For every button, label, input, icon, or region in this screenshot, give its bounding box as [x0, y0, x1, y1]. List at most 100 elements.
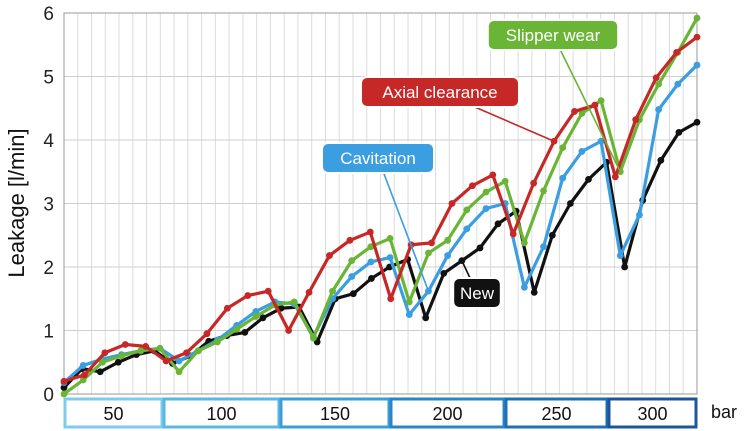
data-point: [244, 292, 252, 299]
data-point: [597, 137, 605, 145]
data-point: [309, 334, 317, 342]
data-point: [636, 211, 643, 219]
data-point: [114, 358, 122, 366]
data-point: [444, 236, 452, 244]
pressure-band: [63, 397, 164, 429]
callout-cavitation: Cavitation: [321, 142, 435, 292]
callout-box: [452, 277, 502, 309]
data-point: [597, 97, 605, 105]
data-point: [156, 344, 164, 352]
data-point: [674, 80, 682, 88]
y-tick-label: 5: [43, 68, 54, 89]
y-tick-label: 6: [43, 4, 54, 25]
data-point: [326, 252, 333, 259]
pressure-band: [279, 397, 391, 429]
data-point: [233, 325, 241, 333]
data-point: [162, 357, 170, 365]
data-point: [214, 338, 221, 346]
pressure-band: [162, 397, 281, 429]
data-point: [425, 249, 432, 257]
data-point: [203, 330, 211, 338]
data-point: [422, 314, 430, 322]
y-tick-label: 1: [43, 322, 54, 343]
data-point: [349, 290, 357, 298]
callout-slipper-wear: Slipper wear: [486, 19, 621, 173]
data-point: [655, 80, 663, 88]
data-point: [540, 187, 547, 195]
data-point: [482, 188, 490, 196]
data-point: [137, 347, 145, 355]
series-axial-clearance: [60, 33, 701, 385]
data-point: [489, 171, 497, 179]
data-point: [463, 206, 471, 214]
y-tick-label: 3: [43, 195, 54, 216]
data-point: [463, 225, 471, 233]
series-label: Cavitation: [340, 149, 416, 168]
pressure-band-label: 250: [541, 404, 571, 424]
gridlines: [63, 12, 698, 395]
data-point: [448, 200, 456, 207]
data-point: [540, 243, 547, 251]
y-axis-title: Leakage [l/min]: [4, 128, 29, 277]
data-point: [559, 174, 567, 182]
leader-line: [552, 34, 621, 173]
data-point: [632, 116, 640, 124]
data-point: [675, 128, 683, 136]
data-series: [60, 14, 701, 398]
data-point: [520, 239, 528, 247]
data-point: [368, 275, 375, 282]
pressure-band-label: 100: [206, 404, 236, 424]
data-point: [252, 313, 260, 320]
data-point: [440, 269, 448, 277]
data-point: [578, 148, 586, 155]
data-point: [520, 283, 528, 291]
data-point: [175, 368, 183, 376]
data-point: [348, 257, 356, 265]
data-point: [264, 287, 272, 295]
data-point: [567, 200, 574, 207]
data-point: [386, 235, 394, 242]
data-point: [98, 358, 106, 366]
data-point: [81, 371, 88, 379]
pressure-band-label: 150: [320, 404, 350, 424]
data-point: [367, 258, 375, 266]
data-point: [585, 175, 592, 183]
data-point: [476, 244, 484, 252]
series-callouts: New Cavitation Slipper wear Axial clearance: [321, 19, 621, 309]
data-point: [482, 205, 490, 212]
data-point: [142, 342, 150, 350]
y-tick-label: 4: [43, 131, 54, 152]
callout-box: [321, 142, 435, 174]
data-point: [329, 287, 336, 295]
data-point: [346, 236, 354, 244]
pressure-band: [607, 397, 698, 429]
data-point: [60, 384, 68, 392]
data-point: [96, 368, 104, 376]
data-point: [494, 220, 502, 228]
data-point: [252, 308, 260, 315]
plot-frame: [63, 12, 698, 395]
pressure-band: [504, 397, 609, 429]
data-point: [509, 230, 517, 238]
data-point: [241, 329, 249, 336]
data-point: [530, 289, 538, 296]
data-point: [591, 101, 599, 109]
data-point: [101, 349, 109, 357]
data-point: [468, 182, 476, 190]
callout-box: [486, 19, 620, 51]
data-point: [693, 61, 701, 69]
callout-new: New: [452, 260, 502, 309]
data-point: [387, 295, 395, 303]
data-point: [79, 362, 87, 369]
data-point: [175, 357, 183, 365]
pressure-band: [389, 397, 506, 429]
data-point: [611, 173, 619, 181]
data-point: [559, 144, 567, 152]
data-point: [621, 263, 629, 271]
data-point: [348, 273, 356, 280]
data-point: [405, 298, 413, 306]
series-line: [63, 35, 698, 383]
data-point: [60, 390, 68, 398]
data-point: [386, 254, 394, 261]
